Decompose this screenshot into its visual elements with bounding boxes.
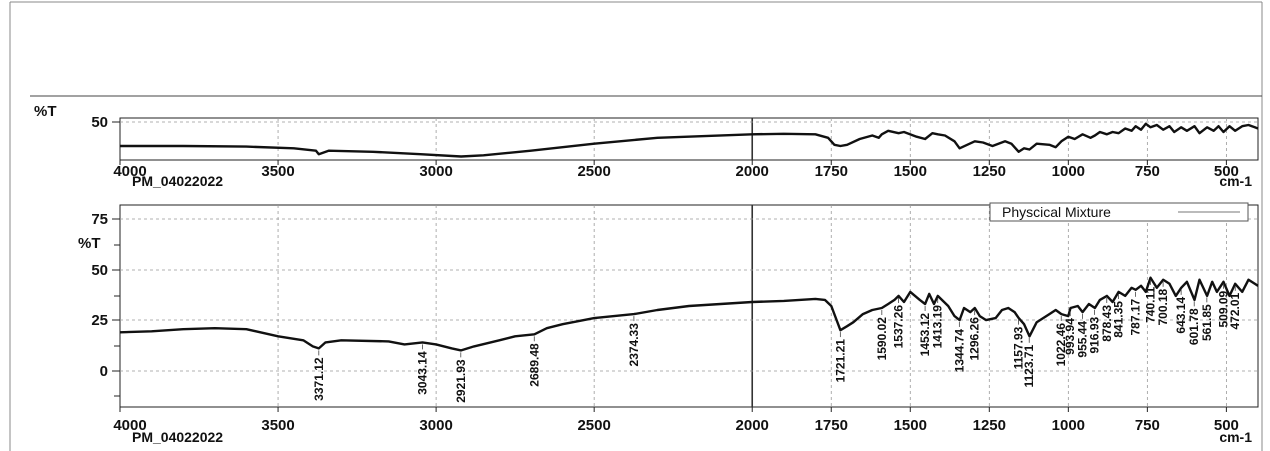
peak-label: 1537.26 — [891, 305, 905, 349]
y-tick-label: 50 — [91, 262, 108, 279]
sample-label: PM_04022022 — [132, 429, 223, 445]
peak-label: 472.01 — [1228, 292, 1242, 329]
x-tick-label: 1750 — [815, 417, 848, 434]
x-tick-label: 1000 — [1052, 417, 1085, 434]
peak-label: 993.94 — [1063, 318, 1077, 355]
x-tick-label: 2000 — [736, 417, 769, 434]
x-tick-label: 750 — [1135, 163, 1160, 180]
peak-label: 740.11 — [1143, 287, 1157, 323]
spectrum-line-1 — [120, 122, 1259, 158]
y-tick-label: 50 — [91, 114, 108, 131]
peak-label: 1157.93 — [1011, 326, 1025, 369]
x-tick-label: 3000 — [419, 417, 452, 434]
y-tick-label: 75 — [91, 211, 108, 228]
x-tick-label: 4000 — [113, 417, 146, 434]
peak-label: 2689.48 — [527, 343, 541, 387]
peak-label: 643.14 — [1174, 297, 1188, 334]
peak-label: 1022.46 — [1054, 323, 1068, 367]
chart-panel-2: 4000 3500 3000 2500 2000 1750 1500 1250 1000 750 5… — [78, 202, 1259, 445]
peak-label: 1296.26 — [968, 317, 982, 361]
legend: Physcical Mixture — [989, 202, 1249, 222]
peak-label: 1590.02 — [875, 317, 889, 361]
spectrum-line-1 — [119, 276, 1259, 352]
x-tick-label: 2500 — [577, 417, 610, 434]
peak-label: 700.18 — [1156, 288, 1170, 325]
peak-label: 1453.12 — [918, 313, 932, 357]
peak-labels: 3371.12 3043.14 2921.93 2689.48 2374.33 1721.… — [312, 279, 1242, 403]
plot-frame — [119, 117, 1259, 161]
x-tick-label: 3500 — [261, 163, 294, 180]
peak-label: 841.35 — [1111, 301, 1125, 338]
x-unit-label: cm-1 — [1219, 173, 1252, 189]
peak-label: 2374.33 — [627, 323, 641, 367]
peak-label: 916.93 — [1088, 316, 1102, 353]
peak-label: 878.43 — [1100, 305, 1114, 342]
y-axis-label: %T — [34, 103, 57, 120]
peak-label: 787.17 — [1129, 298, 1143, 335]
peak-label: 1344.74 — [952, 329, 966, 373]
legend-label: Physcical Mixture — [1002, 204, 1111, 220]
legend-box — [989, 202, 1249, 222]
peak-label: 1721.21 — [833, 339, 847, 383]
x-tick-label: 500 — [1214, 163, 1239, 180]
x-tick-label: 1000 — [1052, 163, 1085, 180]
x-tick-label: 3000 — [419, 163, 452, 180]
peak-label: 1413.19 — [931, 305, 945, 349]
peak-label: 561.85 — [1200, 304, 1214, 341]
peak-label: 955.44 — [1075, 321, 1089, 358]
y-tick-label: 25 — [91, 312, 108, 329]
x-tick-label: 1500 — [894, 163, 927, 180]
sample-label: PM_04022022 — [132, 173, 223, 189]
peak-label: 601.78 — [1187, 308, 1201, 345]
peak-label: 509.09 — [1217, 290, 1231, 327]
x-tick-label: 500 — [1214, 417, 1239, 434]
x-tick-label: 1750 — [815, 163, 848, 180]
peak-label: 3371.12 — [312, 357, 326, 401]
x-tick-label: 1500 — [894, 417, 927, 434]
chart-panel-1: 4000 3500 3000 2500 2000 1750 1500 1250 1000 750 5… — [34, 103, 1259, 189]
x-tick-label: 3500 — [261, 417, 294, 434]
peak-label: 3043.14 — [415, 351, 429, 395]
y-tick-label: 0 — [100, 363, 108, 380]
x-tick-label: 2500 — [577, 163, 610, 180]
x-tick-label: 1250 — [973, 163, 1006, 180]
x-unit-label: cm-1 — [1219, 429, 1252, 445]
plot-frame — [119, 204, 1259, 408]
x-tick-label: 4000 — [113, 163, 146, 180]
peak-label: 1123.71 — [1022, 344, 1036, 387]
x-tick-label: 1250 — [973, 417, 1006, 434]
peak-label: 2921.93 — [454, 359, 468, 403]
x-tick-label: 2000 — [736, 163, 769, 180]
y-axis-label: %T — [78, 235, 101, 252]
x-tick-label: 750 — [1135, 417, 1160, 434]
